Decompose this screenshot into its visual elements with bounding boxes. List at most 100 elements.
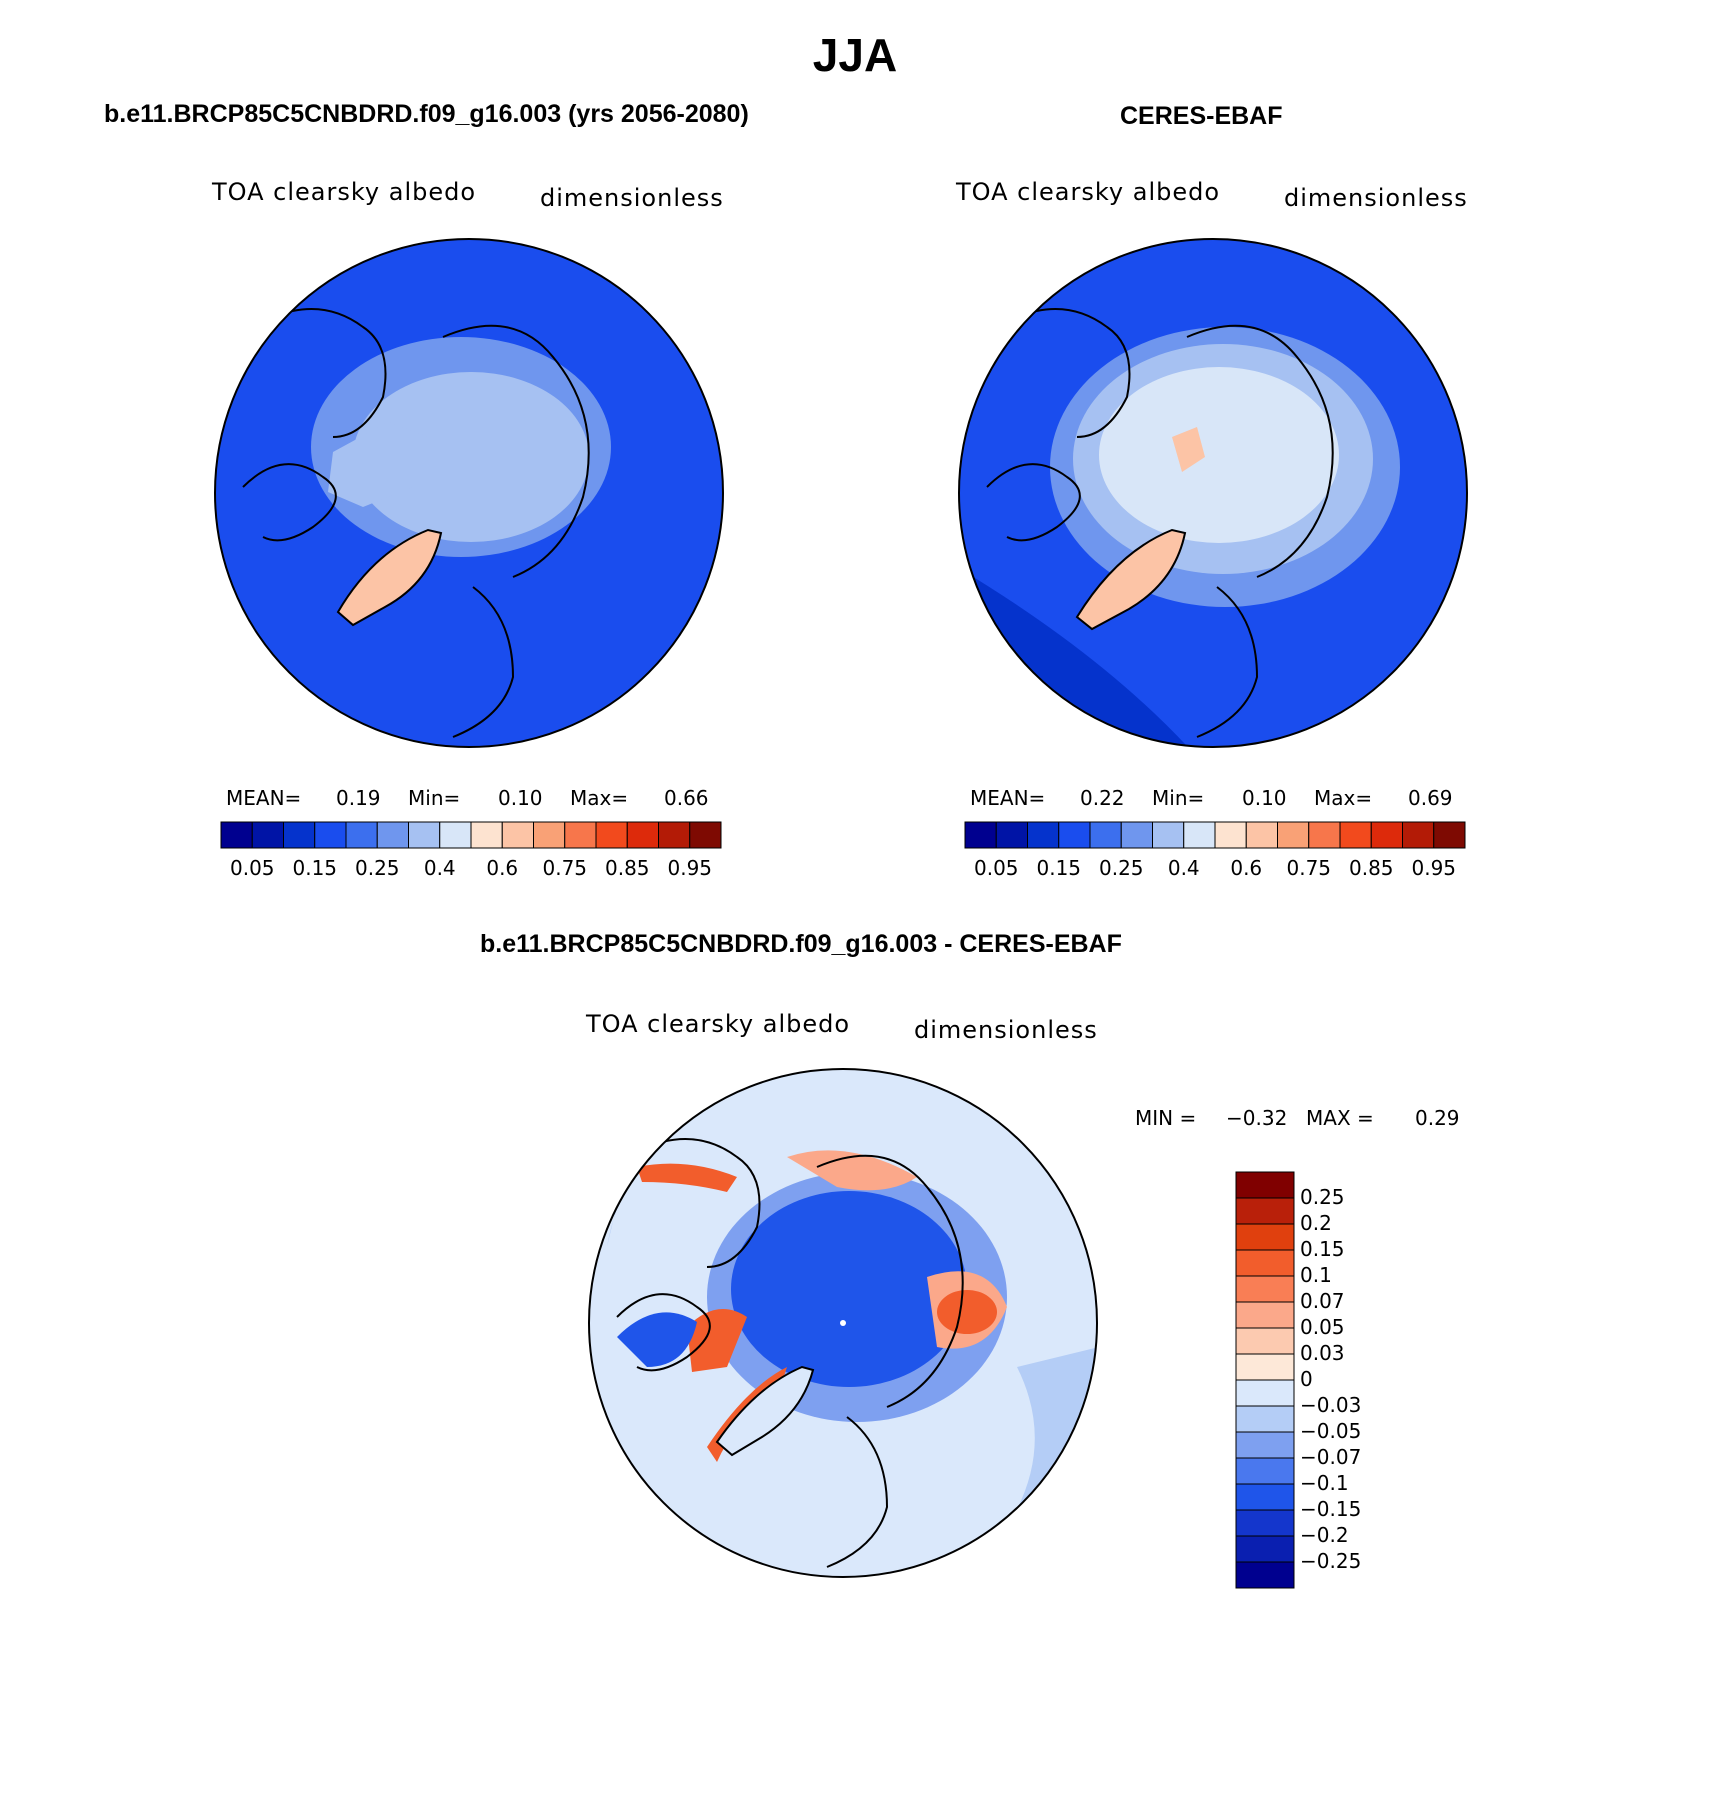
- panel-1-colorbar-tick-label: 0.75: [542, 856, 588, 880]
- panel-2-colorbar-tick-label: 0.85: [1348, 856, 1394, 880]
- panel-3-europe-coast: [826, 1416, 889, 1568]
- panel-3-red-alaska: [637, 1163, 737, 1192]
- panel-3-colorbar-swatch: [1235, 1327, 1295, 1355]
- panel-3-colorbar-tick-label: 0.15: [1300, 1237, 1345, 1261]
- panel-2-colorbar-swatch: [1089, 821, 1122, 849]
- panel-1-colorbar-swatch: [501, 821, 534, 849]
- panel-3-variable-label: TOA clearsky albedo: [586, 1010, 851, 1038]
- panel-1-alaska-coast: [272, 308, 387, 438]
- panel-1-archipelago: [328, 422, 428, 507]
- panel-3-canada-coast: [616, 1293, 711, 1372]
- panel-2-ice-patch: [1172, 427, 1205, 472]
- panel-1-colorbar-tick-label: 0.05: [229, 856, 275, 880]
- panel-2-colorbar-swatch: [1058, 821, 1091, 849]
- panel-3-colorbar-tick-label: 0.05: [1300, 1315, 1345, 1339]
- panel-3-colorbar-tick-label: 0.07: [1300, 1289, 1345, 1313]
- panel-3-map: [588, 1068, 1098, 1578]
- panel-2-colorbar-tick-label: 0.6: [1230, 856, 1263, 880]
- panel-2-colorbar-tick-label: 0.75: [1286, 856, 1332, 880]
- panel-3-red-east-core: [937, 1290, 997, 1334]
- panel-3-colorbar-tick-label: 0.03: [1300, 1341, 1345, 1365]
- panel-3-colorbar-swatch: [1235, 1197, 1295, 1225]
- panel-1-colorbar-swatch: [314, 821, 347, 849]
- panel-1-colorbar-swatch: [220, 821, 253, 849]
- panel-3-colorbar-swatch: [1235, 1535, 1295, 1563]
- panel-3-blue-canada: [617, 1312, 697, 1367]
- panel-2-max-value: 0.69: [1408, 786, 1453, 810]
- panel-2-colorbar-swatch: [1183, 821, 1216, 849]
- panel-2-colorbar-swatch: [1402, 821, 1435, 849]
- panel-1-map: [214, 238, 724, 748]
- panel-2-colorbar-swatch: [1308, 821, 1341, 849]
- panel-2-min-value: 0.10: [1242, 786, 1287, 810]
- panel-1-greenland: [338, 530, 441, 625]
- panel-1-colorbar-swatch: [564, 821, 597, 849]
- panel-2-greenland-coast: [1075, 528, 1187, 631]
- panel-2-units-label: dimensionless: [1284, 184, 1468, 212]
- panel-1-colorbar-swatch: [533, 821, 566, 849]
- panel-2-canada-coast: [986, 463, 1081, 542]
- panel-1-asia-coast: [442, 324, 590, 578]
- panel-1-colorbar-swatch: [376, 821, 409, 849]
- panel-1-colorbar-swatch: [251, 821, 284, 849]
- panel-2-colorbar-tick-label: 0.05: [973, 856, 1019, 880]
- panel-3-colorbar-ticks: 0.25 0.2 0.15 0.1 0.07 0.05 0.03 0 −0.03 −0.05 −0.…: [1300, 1172, 1420, 1588]
- panel-3-colorbar-swatch: [1235, 1431, 1295, 1459]
- panel-3-colorbar-swatch: [1235, 1379, 1295, 1407]
- panel-2-mean-label: MEAN=: [970, 786, 1046, 810]
- panel-3-colorbar-swatch: [1235, 1509, 1295, 1537]
- panel-1-ice: [353, 372, 589, 542]
- panel-3-max-value: 0.29: [1415, 1106, 1460, 1130]
- panel-1-colorbar-swatch: [626, 821, 659, 849]
- panel-3-colorbar: [1235, 1171, 1295, 1589]
- panel-3-colorbar-tick-label: 0: [1300, 1367, 1313, 1391]
- panel-3-asia-coast: [816, 1154, 964, 1408]
- panel-3-colorbar-swatch: [1235, 1171, 1295, 1199]
- panel-3-title: b.e11.BRCP85C5CNBDRD.f09_g16.003 - CERES…: [480, 930, 1122, 958]
- panel-3-colorbar-tick-label: −0.07: [1300, 1445, 1362, 1469]
- panel-3-colorbar-swatch: [1235, 1223, 1295, 1251]
- panel-1-colorbar-tick-label: 0.15: [292, 856, 338, 880]
- panel-2-colorbar-swatch: [1370, 821, 1403, 849]
- panel-3-units-label: dimensionless: [914, 1016, 1098, 1044]
- panel-2-colorbar-tick-label: 0.25: [1098, 856, 1144, 880]
- panel-2-mean-value: 0.22: [1080, 786, 1125, 810]
- panel-3-colorbar-tick-label: 0.2: [1300, 1211, 1332, 1235]
- panel-1-colorbar-swatch: [283, 821, 316, 849]
- panel-2-colorbar-swatch: [964, 821, 997, 849]
- panel-1-units-label: dimensionless: [540, 184, 724, 212]
- panel-3-colorbar-swatch: [1235, 1561, 1295, 1589]
- panel-1-min-label: Min=: [408, 786, 461, 810]
- panel-2-colorbar-swatch: [1277, 821, 1310, 849]
- panel-3-colorbar-tick-label: −0.1: [1300, 1471, 1349, 1495]
- panel-2-ice: [1099, 367, 1339, 543]
- panel-2-colorbar-swatch: [1214, 821, 1247, 849]
- panel-3-greenland: [717, 1367, 813, 1455]
- panel-3-red-west: [687, 1309, 747, 1372]
- panel-3-colorbar-swatch: [1235, 1275, 1295, 1303]
- panel-1-colorbar-tick-label: 0.85: [604, 856, 650, 880]
- panel-2-colorbar-swatch: [1245, 821, 1278, 849]
- panel-1-variable-label: TOA clearsky albedo: [212, 178, 477, 206]
- panel-2-europe-coast: [1196, 586, 1259, 738]
- panel-2-max-label: Max=: [1314, 786, 1373, 810]
- panel-3-polar-blue: [731, 1191, 967, 1387]
- panel-1-mean-label: MEAN=: [226, 786, 302, 810]
- panel-3-alaska-coast: [646, 1138, 761, 1268]
- panel-3-colorbar-tick-label: −0.05: [1300, 1419, 1362, 1443]
- panel-3-colorbar-swatch: [1235, 1405, 1295, 1433]
- panel-1-colorbar-tick-label: 0.6: [486, 856, 519, 880]
- panel-2-colorbar-tick-label: 0.4: [1167, 856, 1200, 880]
- panel-1-greenland-coast: [336, 528, 443, 627]
- panel-3-colorbar-swatch: [1235, 1353, 1295, 1381]
- panel-2-colorbar-swatch: [995, 821, 1028, 849]
- panel-2-colorbar-swatch: [1027, 821, 1060, 849]
- panel-3-red-north: [787, 1150, 917, 1191]
- panel-3-colorbar-tick-label: 0.1: [1300, 1263, 1332, 1287]
- panel-1-colorbar-ticks: 0.05 0.15 0.25 0.4 0.6 0.75 0.85 0.95: [221, 856, 721, 882]
- panel-2-colorbar-swatch: [1339, 821, 1372, 849]
- panel-1-min-value: 0.10: [498, 786, 543, 810]
- panel-2-greenland: [1077, 530, 1185, 629]
- panel-2-asia-coast: [1186, 324, 1334, 578]
- panel-3-colorbar-tick-label: 0.25: [1300, 1185, 1345, 1209]
